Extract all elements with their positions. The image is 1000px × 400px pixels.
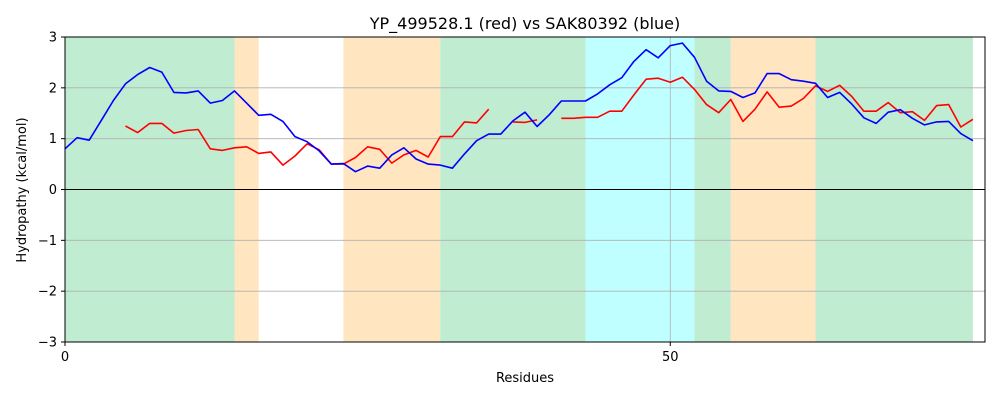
plot-area: −3 −2 −1 0 1 2 3 0 50 <box>38 31 986 365</box>
y-tick-label-6: 3 <box>49 31 57 46</box>
x-tick-label-0: 0 <box>61 350 69 365</box>
series-0-line-0 <box>125 108 490 166</box>
y-tick-label-3: 0 <box>49 183 57 198</box>
y-tick-label-1: −2 <box>38 285 57 300</box>
chart-title: YP_499528.1 (red) vs SAK80392 (blue) <box>369 14 680 34</box>
series-1-line-0 <box>64 42 974 173</box>
y-tick-label-0: −3 <box>38 336 57 351</box>
y-tick-label-5: 2 <box>49 81 57 96</box>
y-tick-label-2: −1 <box>38 234 57 249</box>
x-axis-label: Residues <box>496 371 554 386</box>
y-axis-label: Hydropathy (kcal/mol) <box>15 117 30 262</box>
y-tick-label-4: 1 <box>49 132 57 147</box>
x-tick-label-1: 50 <box>662 350 679 365</box>
